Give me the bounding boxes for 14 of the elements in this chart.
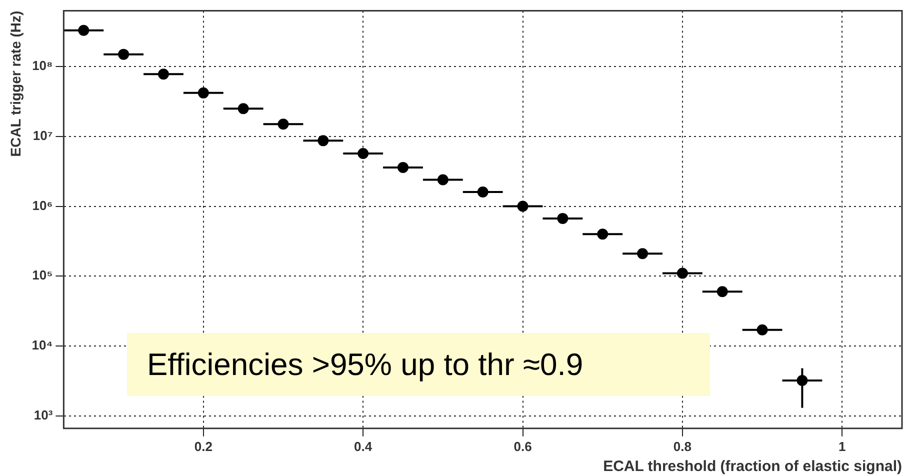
x-tick-label: 0.4 <box>354 438 373 454</box>
y-tick-label: 10⁷ <box>32 128 53 144</box>
x-tick-label: 1 <box>838 438 846 454</box>
y-tick-label: 10³ <box>34 407 54 422</box>
y-tick-label: 10⁶ <box>32 198 53 213</box>
y-tick-label: 10⁴ <box>32 338 53 353</box>
callout-box: Efficiencies >95% up to thr ≈0.9 <box>127 333 710 396</box>
y-tick-label: 10⁵ <box>32 268 53 283</box>
y-tick-label: 10⁸ <box>32 58 53 74</box>
y-axis-title: ECAL trigger rate (Hz) <box>7 10 24 157</box>
x-tick-label: 0.8 <box>673 438 692 454</box>
x-axis-title: ECAL threshold (fraction of elastic signal) <box>603 458 902 476</box>
x-tick-label: 0.2 <box>194 438 212 454</box>
x-tick-label: 0.6 <box>514 438 532 454</box>
